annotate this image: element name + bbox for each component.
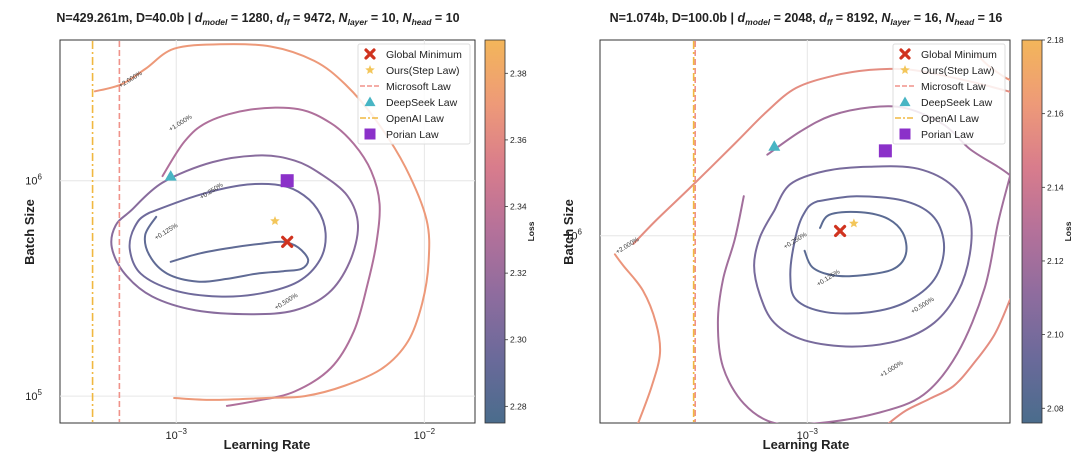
legend-deepseek-law-icon [364,96,376,107]
left-chart-title: N=429.261m, D=40.0b | dmodel = 1280, dff… [56,11,459,27]
global-minimum-marker [833,224,847,238]
legend-label: Ours(Step Law) [921,65,995,77]
right-colorbar: 2.08 2.10 2.12 2.14 2.16 2.18 Loss [1021,35,1073,424]
deepseek-law-marker [164,170,177,181]
left-y-axis-label: Batch Size [22,199,37,265]
legend-global-minimum-icon [364,48,376,60]
colorbar-gradient [484,39,506,424]
contour-line [128,182,327,298]
right-y-axis-label: Batch Size [561,199,576,265]
legend-label: OpenAI Law [386,113,444,125]
right-chart-title: N=1.074b, D=100.0b | dmodel = 2048, dff … [610,11,1003,27]
legend-label: Global Minimum [921,49,997,61]
legend-box [357,43,471,145]
contour-line [803,210,908,278]
right-axis-ticks: 10−3 106 [565,228,818,442]
contour-line [613,253,662,423]
legend-label: Porian Law [921,129,974,141]
right-contour-panel: N=1.074b, D=100.0b | dmodel = 2048, dff … [561,11,1073,452]
x-tick-label: 10−3 [797,427,819,442]
legend-porian-law-icon [364,128,376,140]
contour-line [161,106,381,407]
contour-line [110,154,360,316]
legend-global-minimum-icon [899,48,911,60]
right-grid [600,40,1010,423]
colorbar-tick-label: 2.12 [1047,256,1064,266]
porian-law-marker [280,174,294,188]
step-law-marker [270,216,280,225]
legend-label: DeepSeek Law [921,97,993,109]
legend-label: Porian Law [386,129,439,141]
porian-law-marker [878,144,892,158]
legend-box [892,43,1006,145]
legend-label: Global Minimum [386,49,462,61]
right-markers [692,41,892,422]
x-tick-label: 10−2 [414,427,436,442]
x-tick-label: 10−3 [166,427,188,442]
y-tick-label: 105 [25,388,42,403]
contour-line [143,215,310,283]
contour-line [93,43,431,401]
left-contour-panel: N=429.261m, D=40.0b | dmodel = 1280, dff… [22,11,536,452]
y-tick-label: 106 [565,228,582,243]
left-colorbar: 2.28 2.30 2.32 2.34 2.36 2.38 Loss [484,39,536,424]
colorbar-tick-label: 2.18 [1047,35,1064,45]
colorbar-tick-label: 2.28 [510,401,527,411]
legend-label: DeepSeek Law [386,97,458,109]
colorbar-tick-label: 2.36 [510,135,527,145]
colorbar-tick-label: 2.34 [510,202,527,212]
left-x-axis-label: Learning Rate [224,437,311,452]
legend-step-law-icon [900,65,910,74]
legend-porian-law-icon [899,128,911,140]
colorbar-label: Loss [526,221,536,241]
legend-step-law-icon [365,65,375,74]
global-minimum-marker [281,235,294,248]
legend-label: Microsoft Law [386,81,451,93]
colorbar-tick-label: 2.08 [1047,403,1064,413]
legend-label: OpenAI Law [921,113,979,125]
left-markers [91,41,294,422]
contour-line [789,195,946,315]
y-tick-label: 106 [25,173,42,188]
left-axis-ticks: 10−3 10−2 105 106 [25,173,435,442]
step-law-marker [849,218,859,228]
colorbar-gradient [1021,39,1043,424]
contour-line [888,298,1010,423]
colorbar-tick-label: 2.16 [1047,109,1064,119]
legend-label: Microsoft Law [921,81,986,93]
contour-line [753,165,973,348]
legend-label: Ours(Step Law) [386,65,460,77]
colorbar-tick-label: 2.30 [510,335,527,345]
legend-deepseek-law-icon [899,96,911,107]
colorbar-tick-label: 2.14 [1047,182,1064,192]
colorbar-label: Loss [1063,221,1073,241]
right-x-axis-label: Learning Rate [763,437,850,452]
colorbar-tick-label: 2.38 [510,68,527,78]
right-legend: Global Minimum Ours(Step Law) Microsoft La… [892,43,1006,145]
left-legend: Global Minimum Ours(Step Law) Microsoft La… [357,43,471,145]
deepseek-law-marker [768,140,781,151]
colorbar-tick-label: 2.10 [1047,330,1064,340]
colorbar-tick-label: 2.32 [510,268,527,278]
